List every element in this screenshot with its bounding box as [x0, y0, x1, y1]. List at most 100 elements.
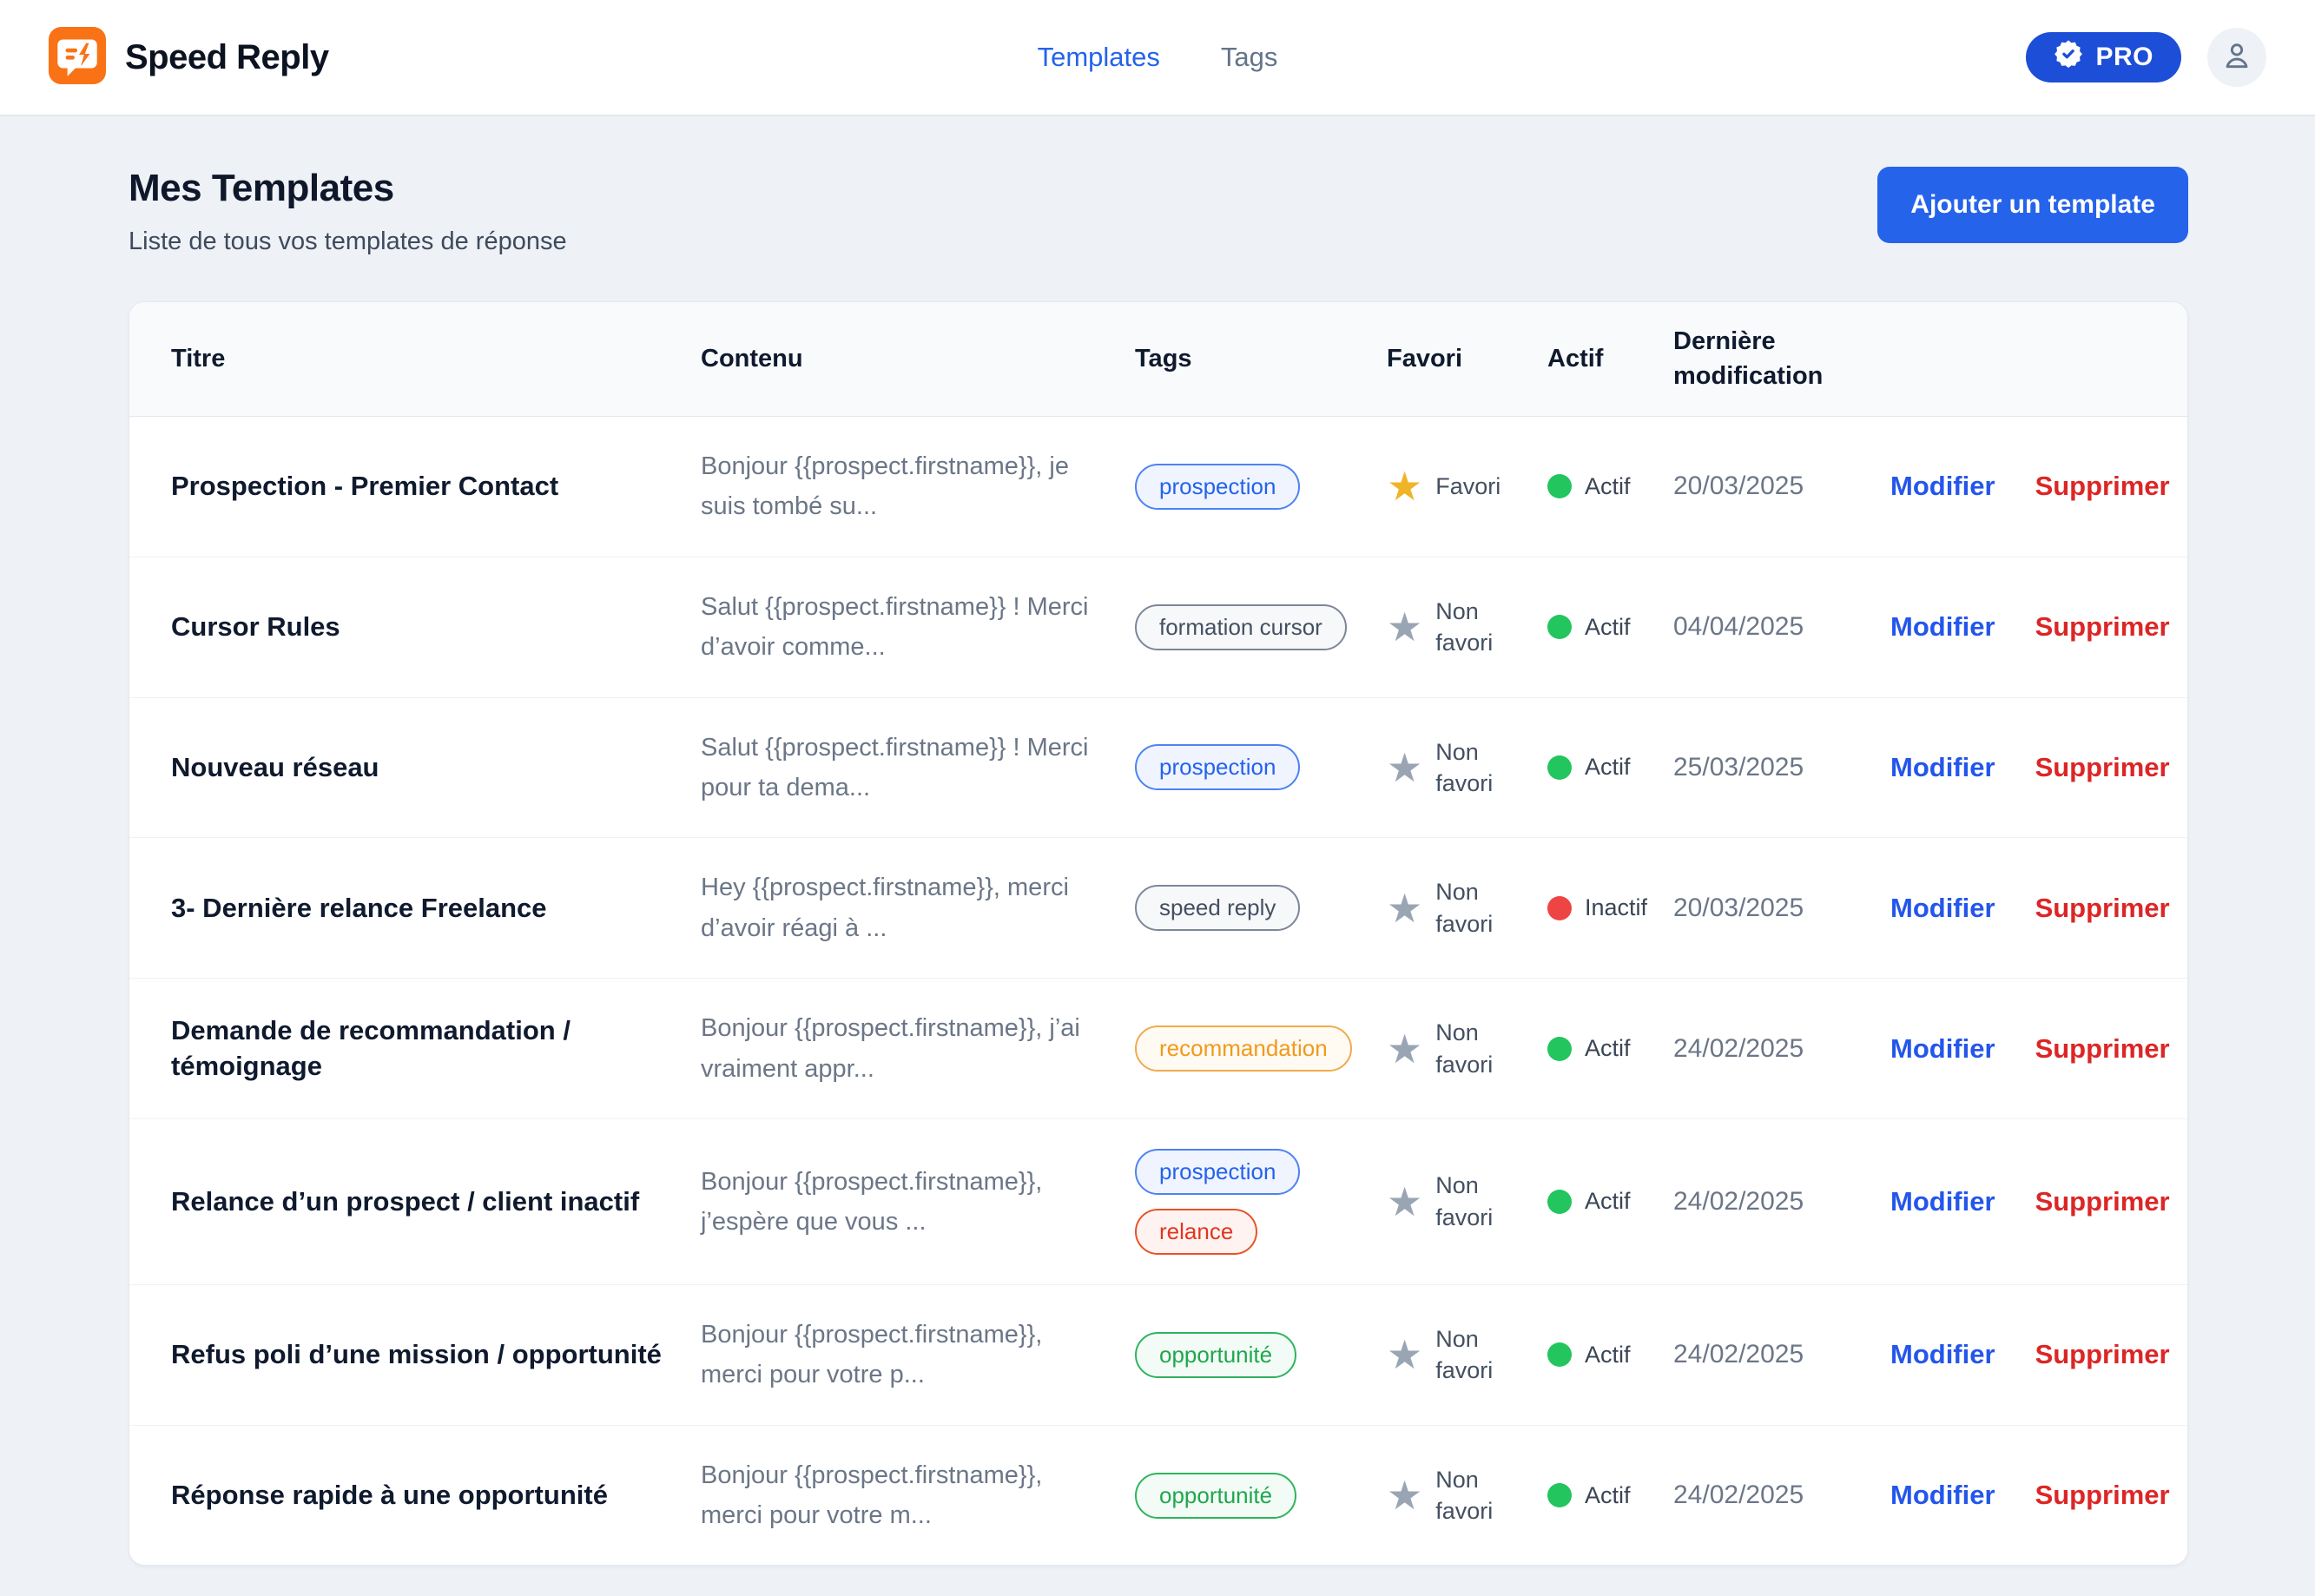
favorite-cell[interactable]: ★ Non favori [1387, 707, 1547, 829]
edit-link[interactable]: Modifier [1890, 611, 1995, 643]
template-title: Cursor Rules [171, 611, 340, 643]
favorite-cell[interactable]: ★ Favori [1387, 437, 1547, 536]
template-content: Salut {{prospect.firstname}} ! Merci d’a… [701, 592, 1089, 662]
modified-date: 20/03/2025 [1673, 472, 1804, 501]
modified-date: 20/03/2025 [1673, 893, 1804, 922]
nav-tab-tags[interactable]: Tags [1220, 42, 1278, 72]
active-cell[interactable]: Actif [1547, 444, 1673, 530]
edit-link[interactable]: Modifier [1890, 1032, 1995, 1064]
active-cell[interactable]: Actif [1547, 1453, 1673, 1539]
delete-link[interactable]: Supprimer [2035, 1032, 2170, 1064]
top-bar: Speed Reply Templates Tags PRO [0, 0, 2315, 116]
modified-date: 25/03/2025 [1673, 752, 1804, 782]
tag-pill: formation cursor [1135, 603, 1347, 650]
delete-link[interactable]: Supprimer [2035, 1339, 2170, 1370]
tag-pill: prospection [1135, 1148, 1301, 1195]
favorite-label: Non favori [1435, 879, 1494, 937]
active-cell[interactable]: Inactif [1547, 865, 1673, 951]
template-tags: opportunité [1135, 1443, 1387, 1548]
favorite-star-icon[interactable]: ★ [1387, 1332, 1423, 1378]
template-content: Hey {{prospect.firstname}}, merci d’avoi… [701, 874, 1069, 942]
template-tags: prospection [1135, 715, 1387, 820]
delete-link[interactable]: Supprimer [2035, 611, 2170, 643]
modified-date: 24/02/2025 [1673, 1481, 1804, 1510]
template-title: Demande de recommandation / témoignage [171, 1015, 571, 1081]
status-label: Actif [1585, 1188, 1631, 1215]
favorite-star-icon[interactable]: ★ [1387, 604, 1423, 650]
edit-link[interactable]: Modifier [1890, 1185, 1995, 1217]
template-content: Bonjour {{prospect.firstname}}, merci po… [701, 1320, 1043, 1389]
table-header-row: Titre Contenu Tags Favori Actif Dernière… [129, 302, 2187, 417]
delete-link[interactable]: Supprimer [2035, 751, 2170, 782]
page-header-text: Mes Templates Liste de tous vos template… [129, 167, 567, 256]
templates-table: Titre Contenu Tags Favori Actif Dernière… [129, 301, 2188, 1566]
delete-link[interactable]: Supprimer [2035, 892, 2170, 923]
favorite-cell[interactable]: ★ Non favori [1387, 847, 1547, 969]
edit-link[interactable]: Modifier [1890, 1339, 1995, 1370]
delete-link[interactable]: Supprimer [2035, 1185, 2170, 1217]
row-actions: Modifier Supprimer [1890, 722, 2170, 813]
pro-badge: PRO [2026, 32, 2181, 82]
status-label: Actif [1585, 1481, 1631, 1508]
favorite-cell[interactable]: ★ Non favori [1387, 1140, 1547, 1263]
column-header-tags: Tags [1135, 344, 1192, 373]
person-icon [2219, 38, 2254, 77]
favorite-star-icon[interactable]: ★ [1387, 1178, 1423, 1224]
table-body: Prospection - Premier Contact Bonjour {{… [129, 417, 2187, 1565]
favorite-star-icon[interactable]: ★ [1387, 744, 1423, 790]
template-title: Prospection - Premier Contact [171, 471, 559, 502]
edit-link[interactable]: Modifier [1890, 1480, 1995, 1511]
status-label: Actif [1585, 472, 1631, 499]
column-header-modified: Dernière modification [1673, 327, 1824, 390]
table-row: Nouveau réseau Salut {{prospect.firstnam… [129, 698, 2187, 839]
status-label: Actif [1585, 1341, 1631, 1368]
status-label: Actif [1585, 613, 1631, 640]
active-cell[interactable]: Actif [1547, 1006, 1673, 1091]
template-tags: opportunité [1135, 1303, 1387, 1408]
favorite-star-icon[interactable]: ★ [1387, 1473, 1423, 1519]
template-tags: speed reply [1135, 855, 1387, 960]
delete-link[interactable]: Supprimer [2035, 1480, 2170, 1511]
favorite-star-icon[interactable]: ★ [1387, 1026, 1423, 1072]
add-template-button[interactable]: Ajouter un template [1877, 167, 2188, 243]
favorite-cell[interactable]: ★ Non favori [1387, 566, 1547, 689]
active-cell[interactable]: Actif [1547, 1312, 1673, 1398]
page-subtitle: Liste de tous vos templates de réponse [129, 228, 567, 255]
template-content: Bonjour {{prospect.firstname}}, j’espère… [701, 1167, 1043, 1236]
edit-link[interactable]: Modifier [1890, 751, 1995, 782]
favorite-cell[interactable]: ★ Non favori [1387, 987, 1547, 1110]
template-title: Nouveau réseau [171, 751, 379, 782]
delete-link[interactable]: Supprimer [2035, 471, 2170, 502]
row-actions: Modifier Supprimer [1890, 1157, 2170, 1247]
status-dot [1547, 895, 1572, 920]
favorite-star-icon[interactable]: ★ [1387, 464, 1423, 510]
user-avatar[interactable] [2207, 28, 2266, 87]
row-actions: Modifier Supprimer [1890, 1309, 2170, 1400]
table-row: Prospection - Premier Contact Bonjour {{… [129, 417, 2187, 557]
app-title: Speed Reply [125, 37, 329, 76]
nav-tab-templates[interactable]: Templates [1037, 42, 1160, 72]
active-cell[interactable]: Actif [1547, 724, 1673, 810]
page-header: Mes Templates Liste de tous vos template… [129, 167, 2188, 256]
edit-link[interactable]: Modifier [1890, 471, 1995, 502]
column-header-title: Titre [171, 344, 226, 373]
badge-check-icon [2054, 39, 2083, 76]
active-cell[interactable]: Actif [1547, 1158, 1673, 1244]
favorite-cell[interactable]: ★ Non favori [1387, 1294, 1547, 1416]
table-row: Réponse rapide à une opportunité Bonjour… [129, 1426, 2187, 1566]
favorite-label: Non favori [1435, 1019, 1494, 1078]
edit-link[interactable]: Modifier [1890, 892, 1995, 923]
page-title: Mes Templates [129, 167, 394, 209]
template-content: Bonjour {{prospect.firstname}}, j’ai vra… [701, 1014, 1080, 1083]
favorite-cell[interactable]: ★ Non favori [1387, 1434, 1547, 1557]
row-actions: Modifier Supprimer [1890, 1004, 2170, 1094]
main-content: Mes Templates Liste de tous vos template… [0, 116, 2315, 1566]
tag-pill: speed reply [1135, 885, 1301, 932]
favorite-star-icon[interactable]: ★ [1387, 885, 1423, 931]
status-dot [1547, 615, 1572, 640]
active-cell[interactable]: Actif [1547, 584, 1673, 670]
favorite-label: Non favori [1435, 597, 1494, 656]
pro-badge-label: PRO [2095, 43, 2153, 71]
tag-pill: prospection [1135, 463, 1301, 510]
column-header-favorite: Favori [1387, 344, 1463, 373]
